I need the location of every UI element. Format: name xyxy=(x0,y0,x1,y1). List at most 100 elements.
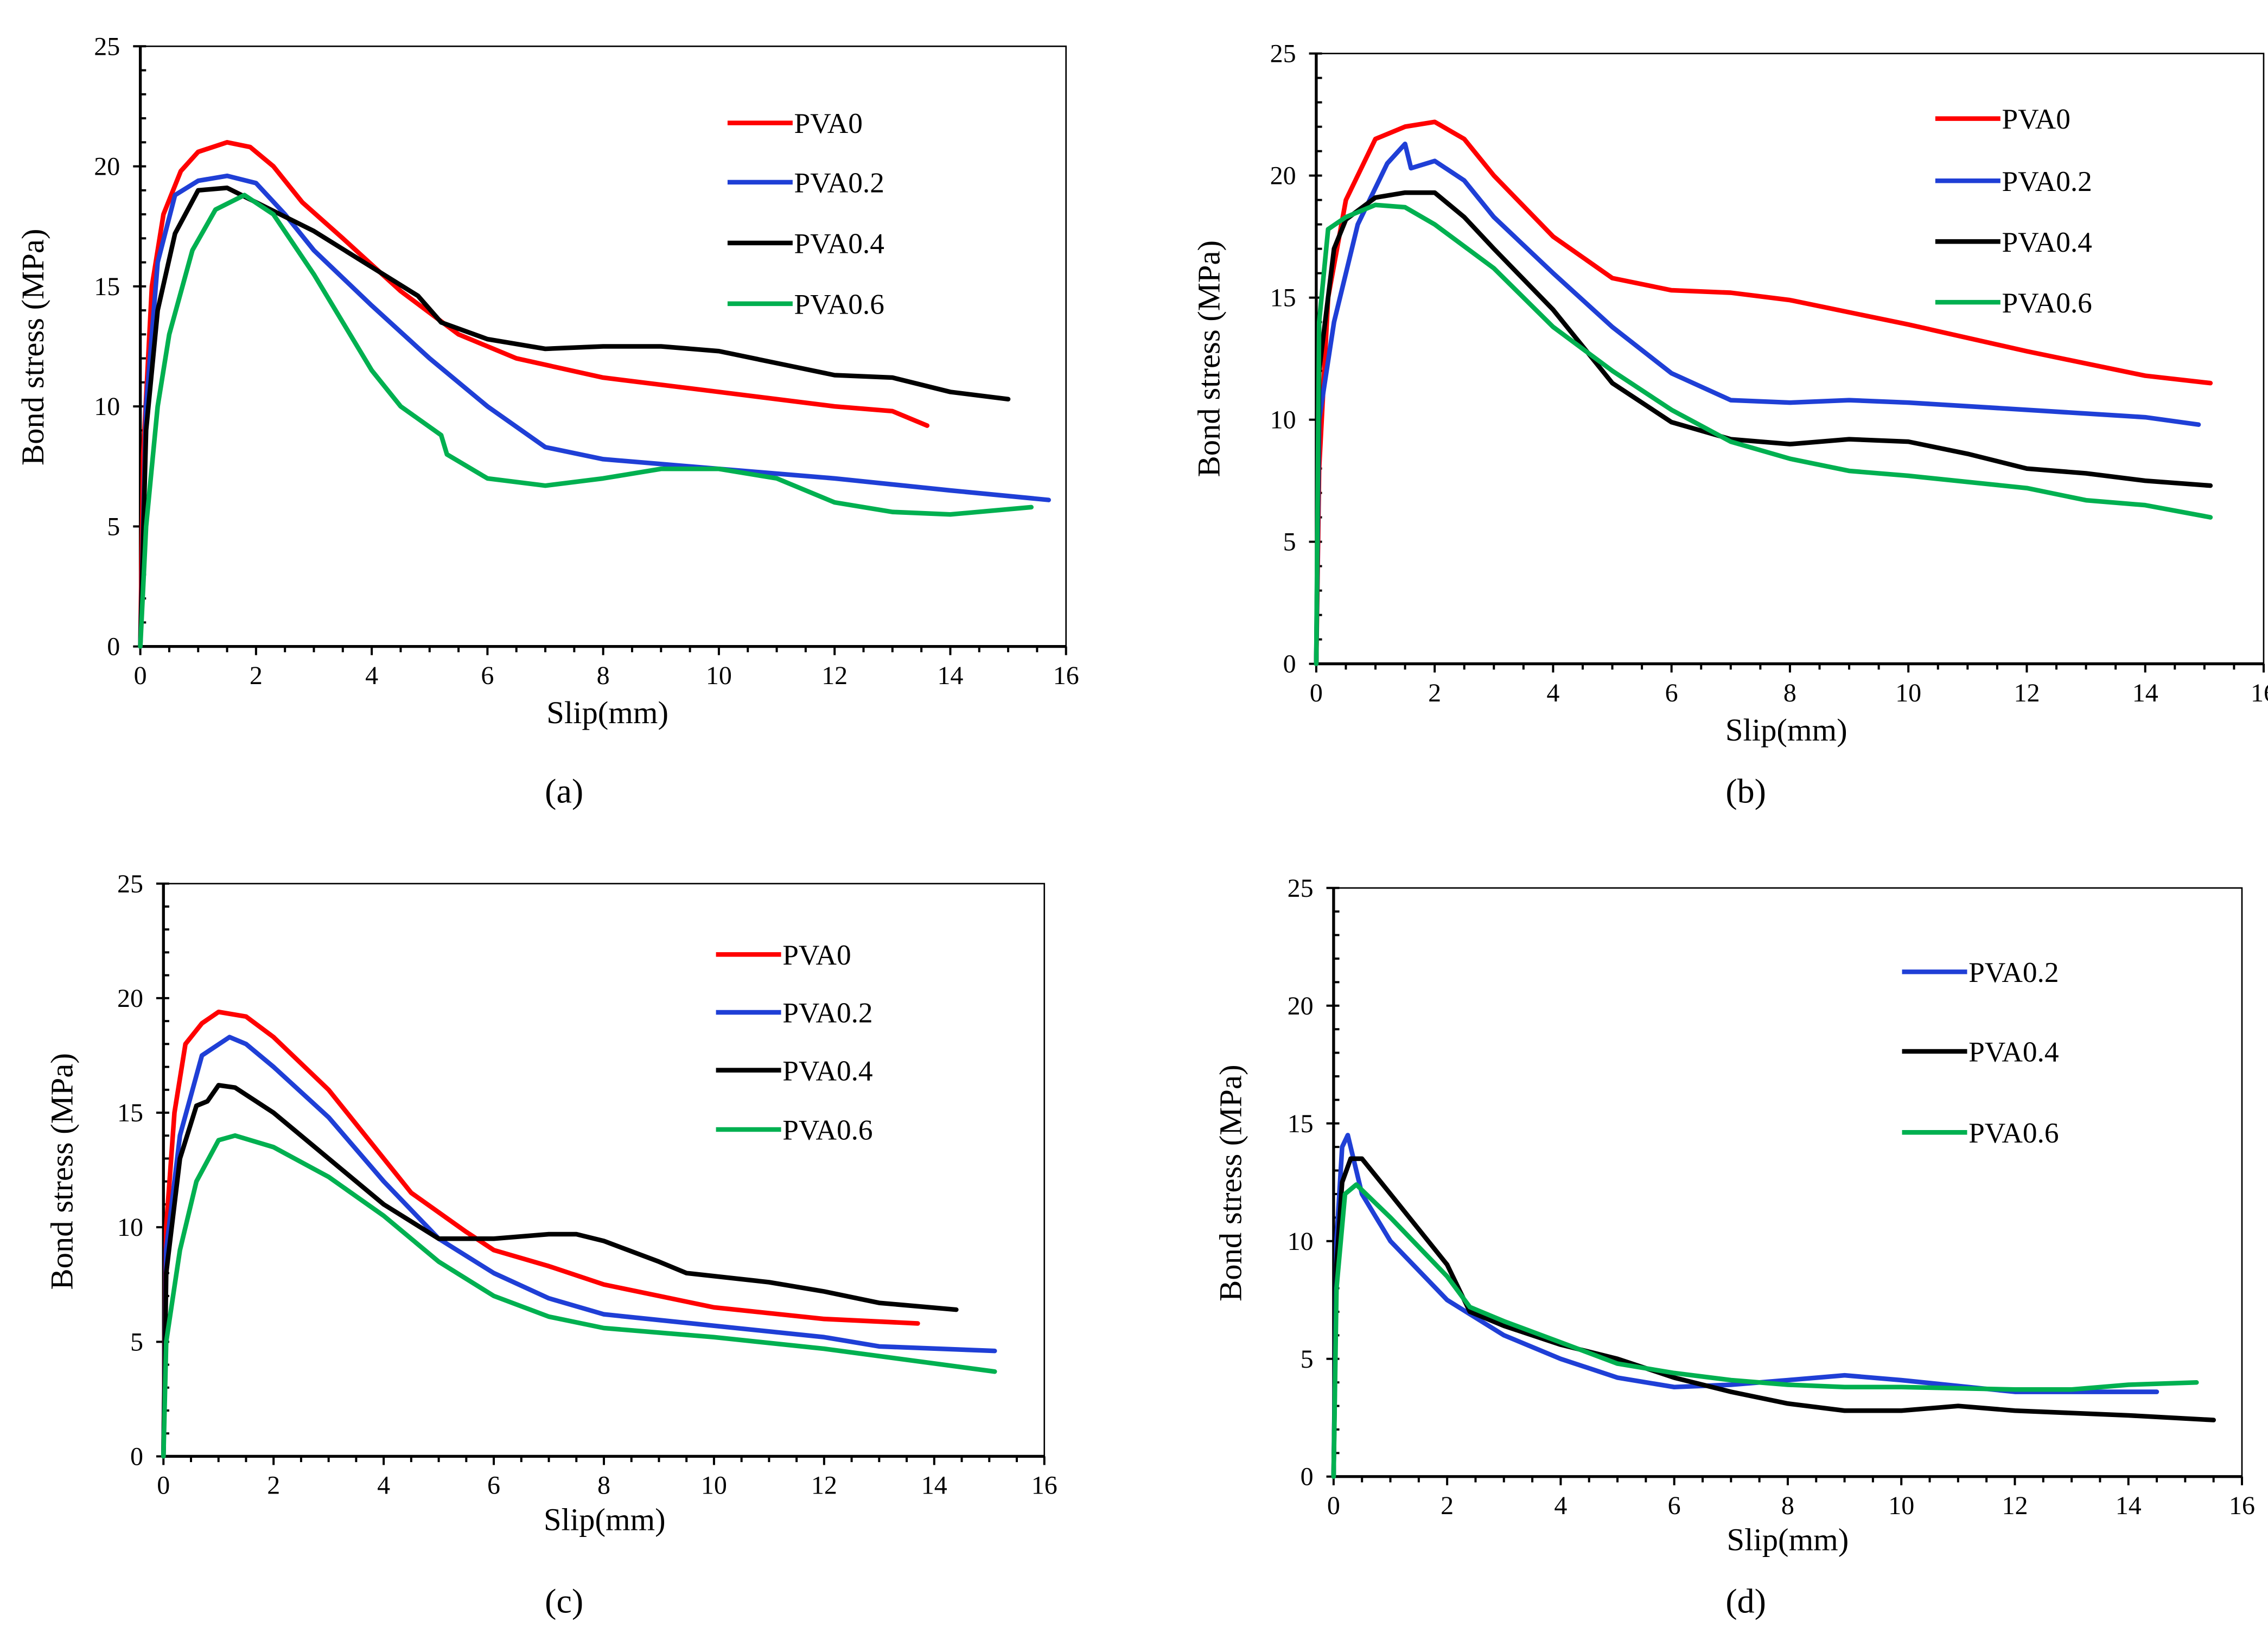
series-line-PVA0 xyxy=(161,1009,920,1459)
x-tick-label: 10 xyxy=(701,1471,727,1500)
x-tick-label: 16 xyxy=(2251,679,2268,707)
series-line-PVA0-2 xyxy=(1331,1133,2159,1479)
legend-label: PVA0.6 xyxy=(1968,1116,2059,1149)
y-tick-label: 10 xyxy=(117,1213,143,1242)
legend-label: PVA0.4 xyxy=(2002,226,2092,258)
legend-label: PVA0 xyxy=(794,107,863,139)
plot-frame xyxy=(1315,53,2265,665)
panel-caption: (d) xyxy=(1725,1581,1766,1620)
legend-label: PVA0.2 xyxy=(782,997,872,1029)
chart-panel-c: 0 5 10 15 20 25 0 2 4 6 8 10 12 14 16 Slip(mm) Bond stre… xyxy=(44,870,1057,1620)
y-tick-label: 15 xyxy=(117,1099,143,1127)
y-tick-label: 25 xyxy=(1270,40,1296,68)
panel-caption: (c) xyxy=(545,1581,583,1620)
y-tick-label: 20 xyxy=(94,152,120,181)
x-axis-title: Slip(mm) xyxy=(1727,1522,1849,1558)
y-tick-label: 20 xyxy=(117,984,143,1013)
panel-caption: (a) xyxy=(545,772,583,811)
series-line-PVA0-6 xyxy=(1331,1182,2199,1479)
x-tick-label: 2 xyxy=(250,661,263,690)
y-tick-label: 20 xyxy=(1270,162,1296,190)
y-axis-title: Bond stress (MPa) xyxy=(1213,1064,1248,1301)
x-tick-label: 2 xyxy=(1428,679,1441,707)
legend-label: PVA0.4 xyxy=(794,227,884,260)
chart-panel-b: 0 5 10 15 20 25 0 2 4 6 8 10 12 14 16 Slip(mm) Bond stre… xyxy=(1191,40,2268,811)
y-tick-label: 10 xyxy=(94,392,120,421)
y-tick-label: 20 xyxy=(1288,992,1314,1020)
series-line-PVA0-2 xyxy=(161,1035,997,1459)
x-tick-label: 16 xyxy=(1053,661,1079,690)
x-tick-label: 2 xyxy=(267,1471,280,1500)
series-line-PVA0-6 xyxy=(1314,202,2213,666)
legend-label: PVA0 xyxy=(782,939,851,971)
x-tick-label: 6 xyxy=(487,1471,500,1500)
chart-panel-d: 0 5 10 15 20 25 0 2 4 6 8 10 12 14 16 Slip(mm) Bond stre… xyxy=(1213,874,2255,1620)
y-tick-label: 15 xyxy=(1270,284,1296,312)
legend-label: PVA0.4 xyxy=(782,1054,872,1087)
y-tick-label: 10 xyxy=(1288,1227,1314,1256)
y-tick-label: 25 xyxy=(94,32,120,61)
legend-label: PVA0.2 xyxy=(2002,165,2092,197)
x-tick-label: 16 xyxy=(1031,1471,1057,1500)
y-tick-label: 0 xyxy=(1283,650,1296,679)
y-axis-title: Bond stress (MPa) xyxy=(1191,240,1226,477)
legend-label: PVA0.6 xyxy=(2002,286,2092,319)
y-tick-label: 0 xyxy=(130,1442,143,1471)
chart-panel-a: 0 5 10 15 20 25 0 2 4 6 8 10 12 14 16 Slip(mm) Bond stre… xyxy=(15,32,1079,810)
x-tick-label: 16 xyxy=(2229,1491,2255,1520)
x-tick-label: 0 xyxy=(134,661,147,690)
x-tick-label: 4 xyxy=(1546,679,1559,707)
y-tick-label: 15 xyxy=(94,272,120,301)
x-tick-label: 6 xyxy=(481,661,494,690)
series-line-PVA0 xyxy=(138,140,930,649)
x-axis-title: Slip(mm) xyxy=(546,695,668,730)
series-line-PVA0 xyxy=(1314,119,2213,666)
x-tick-label: 0 xyxy=(1310,679,1323,707)
x-tick-label: 14 xyxy=(937,661,963,690)
y-tick-label: 10 xyxy=(1270,406,1296,435)
series-line-PVA0-4 xyxy=(138,186,1011,649)
x-tick-label: 8 xyxy=(597,1471,610,1500)
x-tick-label: 0 xyxy=(1327,1491,1340,1520)
series-line-PVA0-4 xyxy=(161,1083,959,1459)
x-axis-title: Slip(mm) xyxy=(544,1502,666,1537)
legend-label: PVA0.6 xyxy=(782,1114,872,1146)
series-line-PVA0-4 xyxy=(1314,190,2213,666)
y-tick-label: 5 xyxy=(107,512,120,541)
series-line-PVA0-6 xyxy=(161,1133,997,1459)
legend-label: PVA0.6 xyxy=(794,288,884,320)
x-tick-label: 10 xyxy=(1888,1491,1914,1520)
y-tick-label: 5 xyxy=(1301,1345,1314,1374)
y-tick-label: 0 xyxy=(107,633,120,661)
y-axis-title: Bond stress (MPa) xyxy=(15,229,50,465)
legend-label: PVA0 xyxy=(2002,103,2070,135)
plot-frame xyxy=(162,883,1046,1457)
y-tick-label: 15 xyxy=(1288,1109,1314,1138)
y-tick-label: 25 xyxy=(117,870,143,898)
x-tick-label: 14 xyxy=(921,1471,947,1500)
x-tick-label: 6 xyxy=(1668,1491,1681,1520)
x-tick-label: 4 xyxy=(377,1471,390,1500)
x-tick-label: 8 xyxy=(597,661,610,690)
x-tick-label: 12 xyxy=(821,661,848,690)
x-tick-label: 10 xyxy=(706,661,732,690)
y-tick-label: 25 xyxy=(1288,874,1314,903)
series-line-PVA0-2 xyxy=(138,173,1051,649)
x-tick-label: 2 xyxy=(1441,1491,1454,1520)
y-tick-label: 0 xyxy=(1301,1463,1314,1491)
series-line-PVA0-6 xyxy=(138,193,1034,649)
x-tick-label: 8 xyxy=(1781,1491,1794,1520)
x-tick-label: 0 xyxy=(157,1471,170,1500)
legend-label: PVA0.2 xyxy=(794,167,884,199)
x-tick-label: 12 xyxy=(2002,1491,2028,1520)
y-axis-title: Bond stress (MPa) xyxy=(44,1053,79,1290)
x-tick-label: 8 xyxy=(1783,679,1796,707)
panel-caption: (b) xyxy=(1725,772,1766,811)
x-tick-label: 4 xyxy=(1554,1491,1567,1520)
x-tick-label: 10 xyxy=(1895,679,1921,707)
series-line-PVA0-2 xyxy=(1314,141,2201,666)
x-tick-label: 14 xyxy=(2132,679,2158,707)
x-tick-label: 6 xyxy=(1665,679,1678,707)
x-tick-label: 12 xyxy=(811,1471,837,1500)
